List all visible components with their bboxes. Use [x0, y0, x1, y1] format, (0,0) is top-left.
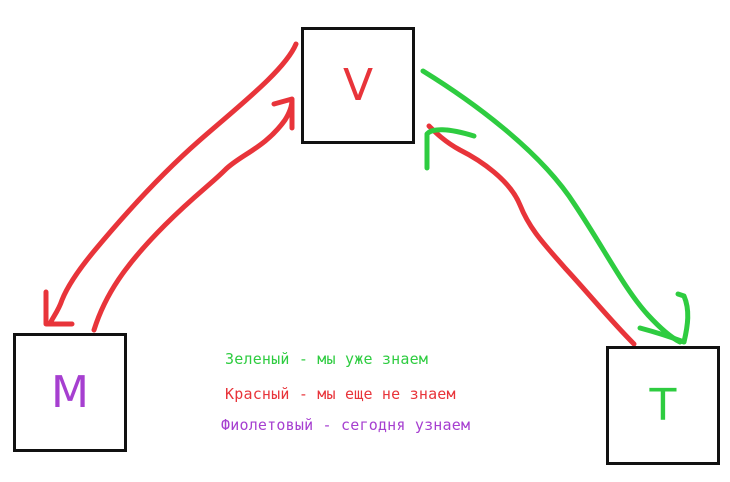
node-m: M: [13, 333, 127, 452]
legend-red: Красный - мы еще не знаем: [225, 385, 456, 403]
arrowhead-t-to-v: [424, 127, 477, 171]
node-m-label: M: [51, 366, 89, 418]
legend-green: Зеленый - мы уже знаем: [225, 350, 429, 368]
arrowhead-v-to-t: [637, 291, 691, 345]
arrow-v-to-t: [420, 68, 683, 345]
arrowhead-m-to-v: [271, 96, 295, 131]
arrow-t-to-v: [426, 123, 637, 347]
legend-purple: Фиолетовый - сегодня узнаем: [221, 416, 471, 434]
node-t-label: T: [649, 379, 677, 431]
node-t: T: [606, 346, 720, 465]
arrow-m-to-v: [91, 97, 295, 333]
node-v: V: [301, 27, 415, 144]
arrow-v-to-m: [47, 41, 299, 327]
arrowhead-v-to-m: [43, 289, 75, 327]
node-v-label: V: [342, 59, 374, 111]
